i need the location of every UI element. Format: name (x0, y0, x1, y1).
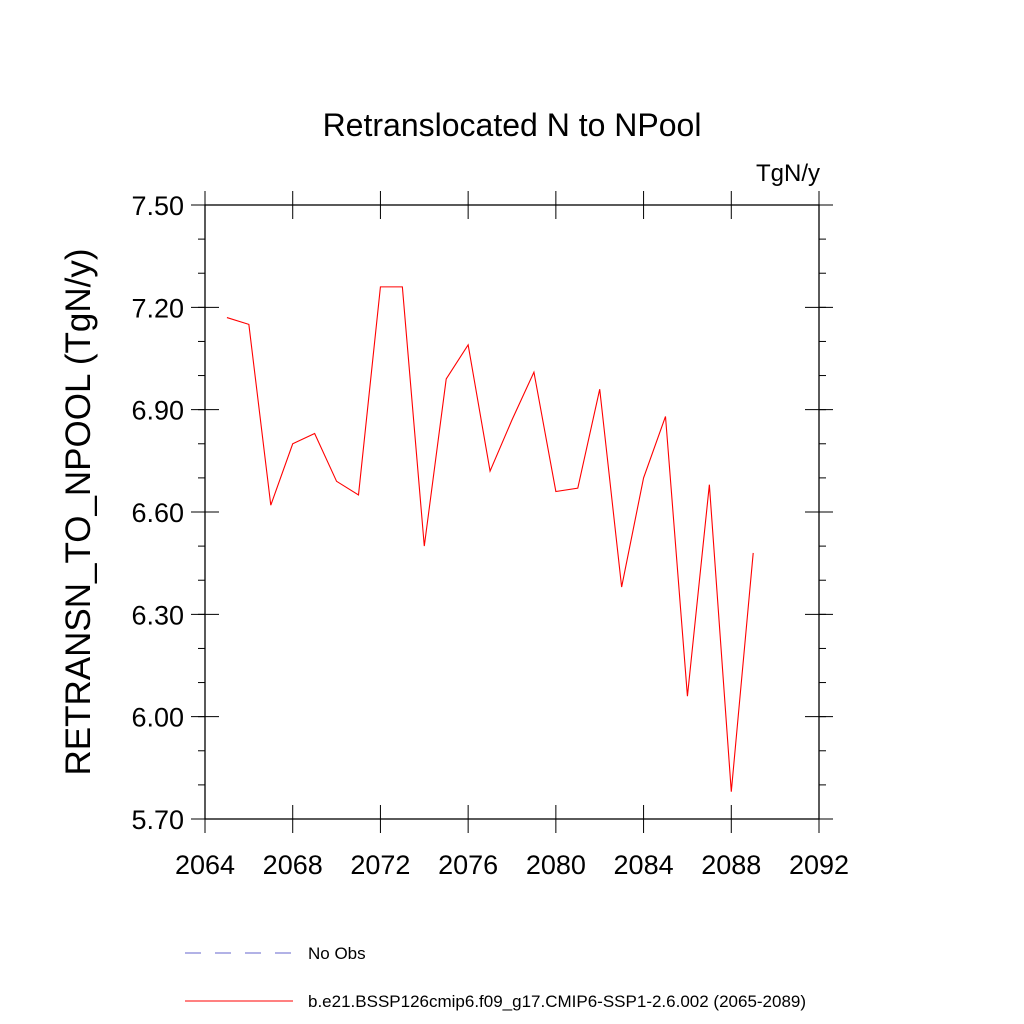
chart-title: Retranslocated N to NPool (323, 107, 702, 143)
x-tick-label: 2092 (789, 850, 849, 880)
y-tick-label: 6.60 (131, 498, 184, 528)
x-tick-label: 2064 (175, 850, 235, 880)
y-axis-label: RETRANSN_TO_NPOOL (TgN/y) (59, 248, 98, 775)
x-tick-label: 2084 (614, 850, 674, 880)
legend: No Obs b.e21.BSSP126cmip6.f09_g17.CMIP6-… (185, 944, 806, 1011)
series-line (226, 286, 754, 792)
y-tick-label: 7.20 (131, 293, 184, 323)
y-tick-label: 6.90 (131, 396, 184, 426)
x-tick-label: 2088 (701, 850, 761, 880)
units-label: TgN/y (756, 160, 820, 187)
y-tick-label: 6.00 (131, 703, 184, 733)
series-group (226, 286, 754, 792)
legend-no-obs-label: No Obs (308, 944, 366, 963)
plot-frame (204, 204, 820, 820)
x-tick-labels: 2064 2068 2072 2076 2080 2084 2088 2092 (175, 850, 849, 880)
x-tick-label: 2072 (350, 850, 410, 880)
legend-model-label: b.e21.BSSP126cmip6.f09_g17.CMIP6-SSP1-2.… (308, 992, 806, 1011)
y-tick-label: 7.50 (131, 191, 184, 221)
y-tick-labels: 5.70 6.00 6.30 6.60 6.90 7.20 7.50 (131, 191, 184, 835)
y-tick-label: 6.30 (131, 600, 184, 630)
y-tick-label: 5.70 (131, 805, 184, 835)
x-tick-label: 2068 (263, 850, 323, 880)
x-tick-label: 2080 (526, 850, 586, 880)
x-tick-label: 2076 (438, 850, 498, 880)
